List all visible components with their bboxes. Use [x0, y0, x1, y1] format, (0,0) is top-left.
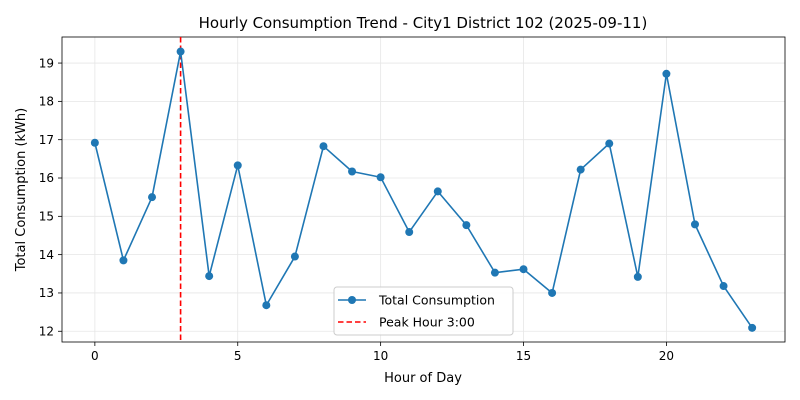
data-point [405, 228, 414, 237]
data-point [748, 323, 757, 332]
data-point [719, 282, 728, 291]
data-point [376, 173, 385, 182]
y-axis-label: Total Consumption (kWh) [14, 108, 29, 273]
data-point [519, 265, 528, 274]
data-point [433, 187, 442, 196]
legend: Total Consumption Peak Hour 3:00 [333, 286, 514, 336]
y-tick-label: 16 [39, 171, 54, 185]
series-line [94, 50, 753, 329]
y-tick-label: 17 [39, 133, 54, 147]
data-point [576, 165, 585, 174]
data-point [348, 167, 357, 176]
data-point [605, 139, 614, 148]
legend-box [333, 286, 514, 336]
series-layer [90, 47, 757, 332]
data-point [205, 272, 214, 281]
data-point [233, 161, 242, 170]
data-point [290, 252, 299, 261]
y-tick-label: 14 [39, 248, 54, 262]
data-point [662, 69, 671, 78]
data-point [490, 268, 499, 277]
data-point [148, 193, 157, 202]
chart-title: Hourly Consumption Trend - City1 Distric… [199, 14, 648, 32]
y-tick-label: 19 [39, 56, 54, 70]
y-tick-label: 12 [39, 324, 54, 338]
data-point [262, 301, 271, 310]
data-point [319, 142, 328, 151]
x-tick-label: 5 [234, 349, 242, 363]
data-point [462, 221, 471, 230]
x-axis-label: Hour of Day [384, 371, 462, 386]
legend-peak-label: Peak Hour 3:00 [379, 315, 475, 330]
x-tick-label: 10 [373, 349, 388, 363]
legend-series-label: Total Consumption [378, 293, 495, 308]
y-tick-label: 15 [39, 210, 54, 224]
x-tick-label: 15 [516, 349, 531, 363]
data-point [176, 47, 185, 56]
data-point [690, 220, 699, 229]
data-point [119, 256, 128, 265]
data-point [548, 288, 557, 297]
y-axis: 12 13 14 15 16 17 18 19 [39, 56, 62, 338]
y-tick-label: 13 [39, 286, 54, 300]
x-tick-label: 20 [659, 349, 674, 363]
plot-area [61, 36, 786, 343]
data-point [90, 138, 99, 147]
x-axis: 0 5 10 15 20 [91, 342, 674, 363]
legend-series-marker [348, 296, 356, 304]
x-tick-label: 0 [91, 349, 99, 363]
y-tick-label: 18 [39, 95, 54, 109]
data-point [633, 272, 642, 281]
